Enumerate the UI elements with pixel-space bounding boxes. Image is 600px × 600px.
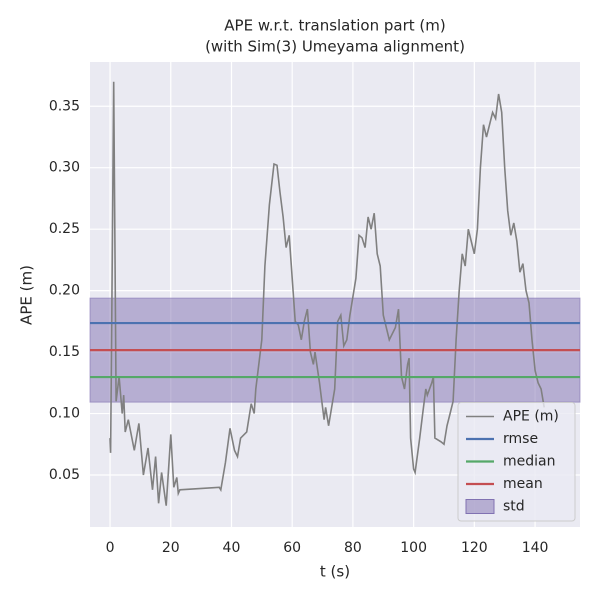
x-axis-label: t (s) <box>320 563 350 581</box>
legend-label: median <box>503 454 555 470</box>
y-axis-label: APE (m) <box>18 265 36 325</box>
y-tick-label: 0.35 <box>49 98 80 114</box>
x-tick-label: 80 <box>344 540 362 556</box>
x-tick-label: 0 <box>106 540 115 556</box>
legend-label: mean <box>503 476 543 492</box>
x-tick-label: 100 <box>400 540 427 556</box>
x-tick-label: 40 <box>223 540 241 556</box>
y-tick-label: 0.15 <box>49 344 80 360</box>
legend-swatch <box>465 499 495 514</box>
x-tick-label: 20 <box>162 540 180 556</box>
x-tick-label: 60 <box>283 540 301 556</box>
legend-label: rmse <box>503 431 538 447</box>
y-tick-label: 0.20 <box>49 283 80 299</box>
y-tick-label: 0.10 <box>49 406 80 422</box>
chart-title: APE w.r.t. translation part (m) <box>224 17 445 35</box>
x-tick-label: 120 <box>461 540 488 556</box>
y-tick-label: 0.30 <box>49 160 80 176</box>
y-tick-label: 0.05 <box>49 467 80 483</box>
legend-box <box>457 402 576 522</box>
chart-subtitle: (with Sim(3) Umeyama alignment) <box>205 38 465 56</box>
y-tick-label: 0.25 <box>49 221 80 237</box>
legend-label: std <box>503 499 525 515</box>
legend-label: APE (m) <box>503 409 559 425</box>
x-tick-label: 140 <box>522 540 549 556</box>
ape-line <box>109 81 545 506</box>
